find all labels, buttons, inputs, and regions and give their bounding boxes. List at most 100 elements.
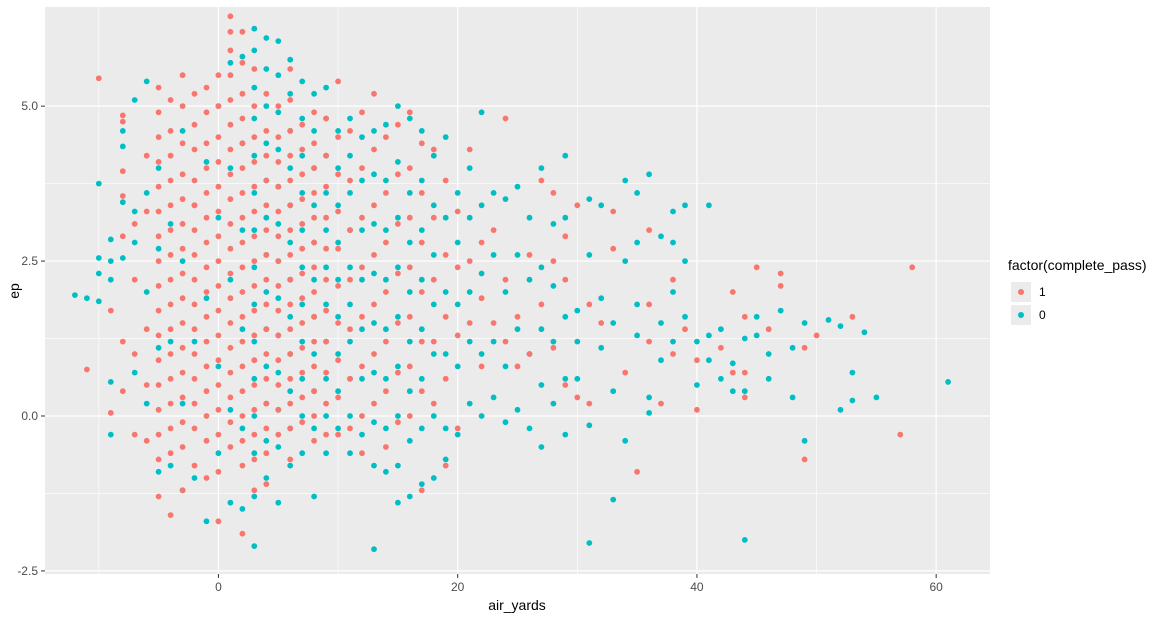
point-series-0 (634, 332, 640, 339)
point-series-0 (239, 506, 246, 512)
point-series-0 (251, 25, 258, 32)
point-series-1 (395, 221, 401, 227)
point-series-1 (155, 307, 162, 314)
point-series-0 (454, 363, 461, 370)
point-series-0 (442, 214, 449, 221)
point-series-0 (741, 537, 748, 543)
point-series-1 (311, 388, 317, 395)
point-series-0 (299, 338, 306, 345)
point-series-1 (131, 276, 138, 283)
point-series-1 (203, 239, 210, 246)
point-series-1 (131, 221, 138, 227)
point-series-0 (251, 115, 258, 122)
point-series-0 (526, 214, 533, 221)
point-series-1 (275, 159, 282, 165)
point-series-1 (251, 307, 258, 314)
point-series-1 (143, 152, 150, 159)
point-series-0 (347, 338, 353, 345)
point-series-1 (167, 177, 174, 184)
point-series-0 (239, 53, 246, 60)
point-series-1 (299, 121, 306, 128)
point-series-1 (275, 208, 282, 215)
point-series-1 (275, 431, 282, 438)
point-series-1 (311, 264, 317, 271)
point-series-1 (239, 115, 246, 122)
point-series-0 (538, 382, 545, 388)
point-series-1 (359, 413, 365, 419)
point-series-1 (155, 431, 162, 438)
point-series-1 (263, 351, 270, 357)
point-series-1 (502, 115, 509, 122)
point-series-1 (729, 289, 736, 295)
point-series-0 (95, 270, 102, 277)
point-series-1 (239, 165, 246, 172)
point-series-0 (718, 326, 724, 333)
point-series-0 (418, 227, 425, 234)
point-series-1 (395, 320, 401, 326)
point-series-0 (383, 177, 389, 184)
point-series-0 (718, 375, 724, 382)
point-series-0 (502, 196, 509, 203)
point-series-1 (239, 313, 246, 320)
point-series-0 (383, 227, 389, 234)
point-series-1 (371, 202, 377, 209)
point-series-1 (741, 313, 748, 320)
point-series-0 (371, 221, 377, 227)
point-series-1 (167, 202, 174, 209)
point-series-1 (155, 456, 162, 463)
point-series-1 (622, 369, 629, 376)
point-series-0 (682, 258, 688, 264)
point-series-0 (263, 437, 270, 444)
point-series-0 (155, 165, 162, 172)
point-series-0 (430, 413, 437, 419)
point-series-1 (287, 177, 294, 184)
point-series-0 (706, 332, 712, 339)
point-series-0 (263, 214, 270, 221)
point-series-0 (143, 78, 150, 85)
point-series-1 (299, 245, 306, 252)
point-series-1 (813, 332, 820, 339)
point-series-0 (335, 202, 341, 209)
point-series-1 (155, 406, 162, 413)
point-series-1 (466, 146, 473, 153)
point-series-0 (263, 475, 270, 481)
point-series-0 (227, 499, 234, 506)
point-series-1 (227, 245, 234, 252)
point-series-1 (406, 264, 413, 271)
point-series-0 (119, 143, 126, 150)
point-series-0 (299, 264, 306, 271)
point-series-1 (155, 233, 162, 240)
point-series-1 (801, 456, 808, 463)
point-series-0 (430, 252, 437, 258)
point-series-0 (383, 121, 389, 128)
point-series-0 (646, 394, 652, 401)
point-series-0 (514, 183, 521, 190)
point-series-0 (251, 152, 258, 159)
point-series-1 (203, 190, 210, 196)
point-series-1 (287, 351, 294, 357)
point-series-1 (335, 171, 341, 178)
point-series-1 (418, 388, 425, 395)
point-series-0 (239, 425, 246, 432)
point-series-0 (263, 103, 270, 109)
point-series-1 (741, 394, 748, 401)
point-series-1 (299, 171, 306, 178)
point-series-0 (95, 180, 102, 187)
point-series-0 (95, 298, 102, 305)
point-series-0 (323, 264, 329, 271)
point-series-1 (371, 301, 377, 308)
point-series-0 (251, 264, 258, 271)
point-series-1 (658, 400, 664, 407)
point-series-0 (323, 450, 329, 457)
point-series-0 (287, 165, 294, 172)
point-series-0 (574, 307, 581, 314)
point-series-1 (251, 283, 258, 289)
point-series-1 (466, 258, 473, 264)
point-series-1 (347, 127, 353, 134)
point-series-1 (359, 363, 365, 370)
point-series-1 (251, 456, 258, 463)
point-series-1 (610, 245, 617, 252)
point-series-0 (765, 351, 772, 357)
y-axis-title: ep (6, 283, 22, 299)
point-series-0 (275, 221, 282, 227)
